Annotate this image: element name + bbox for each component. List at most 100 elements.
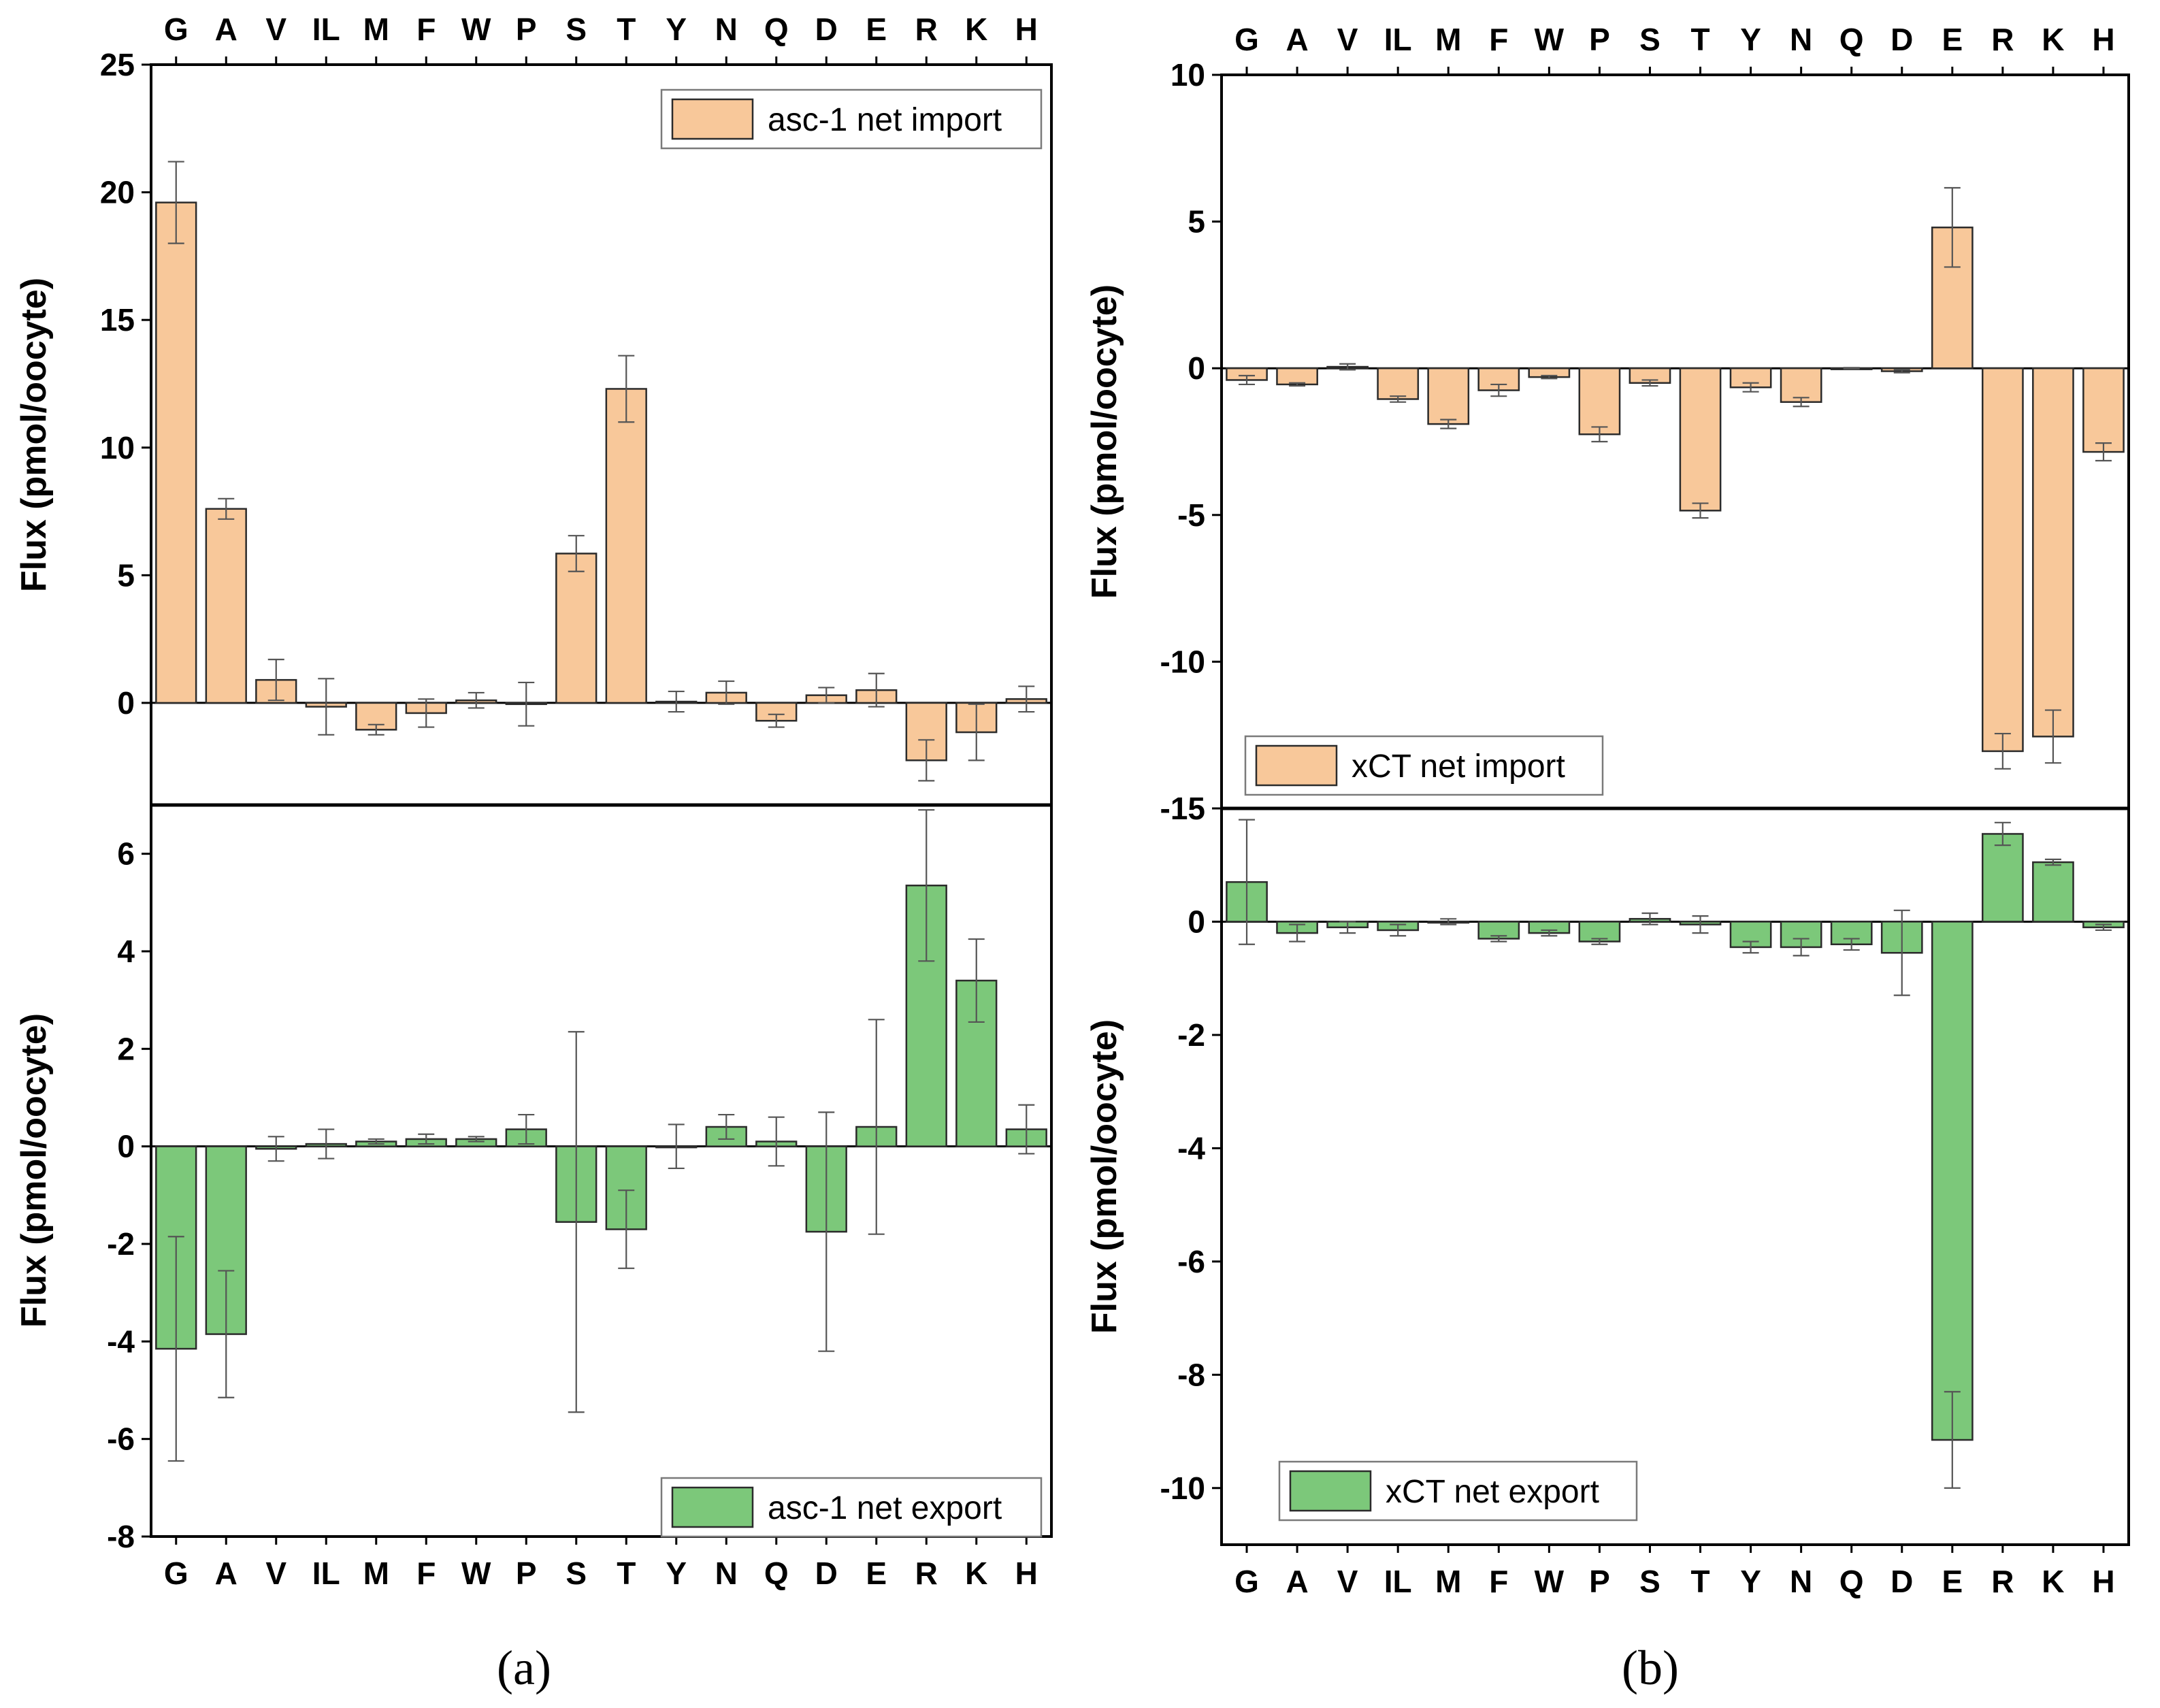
category-label-M: M	[363, 1556, 389, 1591]
category-label-K: K	[2042, 22, 2064, 57]
category-label-V: V	[265, 1556, 287, 1591]
y-tick-label: 10	[1171, 57, 1205, 93]
category-label-W: W	[461, 1556, 491, 1591]
bar-S	[555, 553, 598, 704]
bar-H	[2082, 367, 2125, 453]
category-label-E: E	[1942, 22, 1963, 57]
bar-T	[1679, 367, 1722, 512]
category-label-T: T	[1690, 1564, 1709, 1599]
y-tick-label: -10	[1160, 1471, 1205, 1506]
category-label-A: A	[1286, 22, 1308, 57]
category-label-V: V	[265, 12, 287, 47]
category-label-K: K	[965, 1556, 987, 1591]
y-tick-label: 0	[117, 1129, 135, 1164]
y-tick-label: 0	[1188, 350, 1205, 386]
category-label-H: H	[2092, 1564, 2114, 1599]
y-axis-label: Flux (pmol/oocyte)	[1085, 1019, 1124, 1334]
y-tick-label: 0	[117, 685, 135, 721]
category-label-M: M	[363, 12, 389, 47]
y-tick-label: -4	[1177, 1130, 1205, 1166]
category-label-IL: IL	[312, 12, 340, 47]
y-tick-label: 20	[100, 175, 135, 210]
category-label-D: D	[1891, 1564, 1913, 1599]
y-tick-label: -10	[1160, 644, 1205, 679]
chart-a-top: 0 5 10 15 20 25 Flux (pmol/oocyte) G A V IL M F W P S T Y…	[14, 12, 1053, 806]
category-label-Y: Y	[666, 12, 687, 47]
category-label-Q: Q	[764, 12, 789, 47]
bar-K	[2032, 861, 2074, 923]
bar-IL	[1377, 367, 1420, 400]
y-axis-label: Flux (pmol/oocyte)	[14, 1013, 54, 1328]
y-tick-label: 25	[100, 47, 135, 82]
category-label-S: S	[1639, 22, 1660, 57]
category-label-T: T	[1690, 22, 1709, 57]
bar-P	[1578, 367, 1621, 436]
category-label-W: W	[461, 12, 491, 47]
category-label-A: A	[1286, 1564, 1308, 1599]
legend-label: xCT net import	[1352, 749, 1565, 785]
category-label-V: V	[1337, 1564, 1358, 1599]
category-label-F: F	[1489, 1564, 1508, 1599]
category-label-F: F	[1489, 22, 1508, 57]
category-label-P: P	[1589, 22, 1610, 57]
category-label-Y: Y	[1740, 22, 1761, 57]
category-label-T: T	[617, 12, 636, 47]
category-label-S: S	[566, 12, 587, 47]
category-label-R: R	[1991, 22, 2014, 57]
category-label-G: G	[164, 12, 189, 47]
y-tick-label: -6	[1177, 1244, 1205, 1279]
category-label-E: E	[866, 12, 887, 47]
category-label-D: D	[815, 1556, 838, 1591]
y-axis-label: Flux (pmol/oocyte)	[14, 278, 54, 592]
y-tick-label: -8	[1177, 1357, 1205, 1392]
y-tick-label: -6	[107, 1422, 135, 1457]
y-tick-label: 0	[1188, 904, 1205, 939]
category-label-D: D	[815, 12, 838, 47]
category-label-G: G	[1234, 1564, 1259, 1599]
y-tick-label: -8	[107, 1519, 135, 1554]
category-label-H: H	[1015, 1556, 1038, 1591]
category-label-N: N	[1790, 22, 1812, 57]
category-label-Y: Y	[1740, 1564, 1761, 1599]
category-label-N: N	[1790, 1564, 1812, 1599]
chart-b-top: -10 -5 0 5 10 Flux (pmol/oocyte) G A V IL M F W P S T Y N…	[1085, 22, 2130, 810]
y-tick-label: 4	[117, 934, 135, 969]
category-label-S: S	[1639, 1564, 1660, 1599]
bar-R	[1981, 367, 2024, 753]
category-label-R: R	[1991, 1564, 2014, 1599]
category-label-E: E	[1942, 1564, 1963, 1599]
category-label-R: R	[915, 12, 938, 47]
category-label-E: E	[866, 1556, 887, 1591]
category-label-G: G	[1234, 22, 1259, 57]
y-tick-label: -2	[107, 1226, 135, 1262]
category-label-S: S	[566, 1556, 587, 1591]
category-label-Y: Y	[666, 1556, 687, 1591]
bar-R	[1981, 833, 2024, 923]
legend-label: xCT net export	[1386, 1474, 1599, 1510]
bar-M	[1427, 367, 1470, 425]
category-label-V: V	[1337, 22, 1358, 57]
category-label-IL: IL	[312, 1556, 340, 1591]
legend-label: asc-1 net import	[768, 102, 1002, 138]
bar-E	[1931, 921, 1974, 1441]
category-label-IL: IL	[1384, 22, 1412, 57]
y-tick-label: -5	[1177, 497, 1205, 533]
y-tick-label: 5	[1188, 204, 1205, 240]
y-tick-label-shared: -15	[1160, 791, 1205, 826]
bar-A	[1276, 367, 1318, 386]
legend-swatch	[1289, 1470, 1372, 1512]
y-tick-label: 15	[100, 302, 135, 338]
category-label-P: P	[516, 12, 537, 47]
category-label-F: F	[416, 12, 436, 47]
category-label-H: H	[2092, 22, 2114, 57]
bar-K	[2032, 367, 2074, 738]
category-label-N: N	[715, 1556, 738, 1591]
category-label-Q: Q	[1839, 22, 1864, 57]
category-label-K: K	[2042, 1564, 2064, 1599]
y-tick-label: 2	[117, 1031, 135, 1066]
category-label-W: W	[1535, 1564, 1565, 1599]
category-label-IL: IL	[1384, 1564, 1412, 1599]
category-label-A: A	[215, 1556, 238, 1591]
